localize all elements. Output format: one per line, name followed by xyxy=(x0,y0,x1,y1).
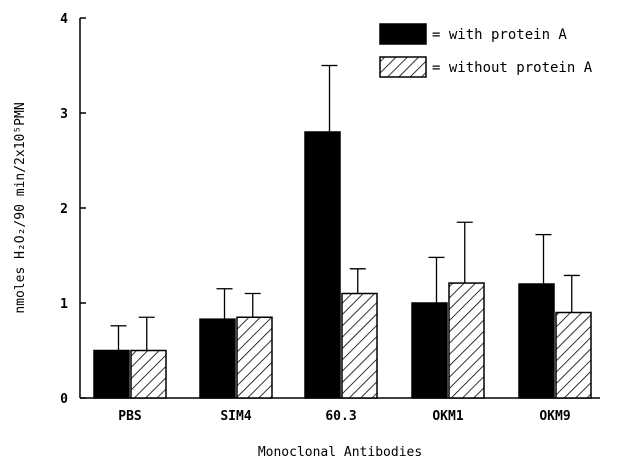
y-tick-label: 0 xyxy=(60,392,68,407)
legend-label: = with protein A xyxy=(432,27,567,43)
x-tick-label: PBS xyxy=(118,409,142,424)
legend: = with protein A = without protein A xyxy=(379,23,593,78)
bar-with-protein-a xyxy=(518,283,555,399)
legend-label: = without protein A xyxy=(432,60,593,76)
bar-without-protein-a xyxy=(555,311,592,399)
y-axis-label: nmoles H₂O₂/90 min/2x10⁵PMN xyxy=(13,102,28,313)
y-tick-label: 4 xyxy=(60,12,68,27)
x-tick-label: OKM1 xyxy=(432,409,463,424)
bar-with-protein-a xyxy=(411,302,448,399)
bar-without-protein-a xyxy=(341,292,378,399)
x-tick-label: 60.3 xyxy=(325,409,356,424)
x-axis-label: Monoclonal Antibodies xyxy=(258,445,422,460)
bar-with-protein-a xyxy=(93,349,130,399)
y-tick-label: 3 xyxy=(60,107,68,122)
y-tick-label: 1 xyxy=(60,297,68,312)
bar-without-protein-a xyxy=(236,316,273,399)
bar-without-protein-a xyxy=(130,349,167,399)
bar-without-protein-a xyxy=(448,282,485,399)
y-tick-label: 2 xyxy=(60,202,68,217)
bars-group xyxy=(93,64,592,399)
x-tick-label: OKM9 xyxy=(539,409,570,424)
legend-swatch-with-protein-a xyxy=(379,23,427,45)
bar-with-protein-a xyxy=(199,318,236,399)
x-tick-label: SIM4 xyxy=(220,409,251,424)
legend-swatch-without-protein-a xyxy=(379,56,427,78)
bar-with-protein-a xyxy=(304,131,341,399)
